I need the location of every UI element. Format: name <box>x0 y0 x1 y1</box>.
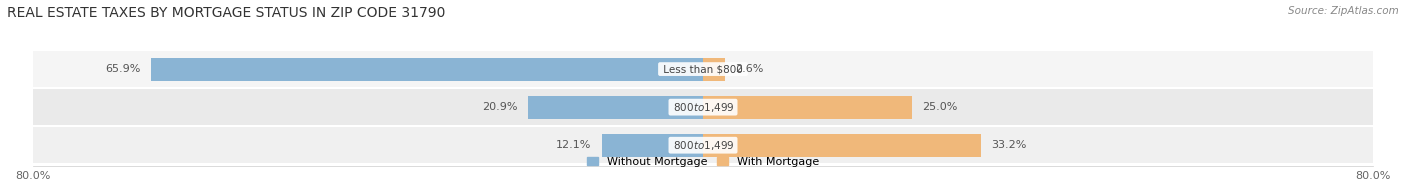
Text: REAL ESTATE TAXES BY MORTGAGE STATUS IN ZIP CODE 31790: REAL ESTATE TAXES BY MORTGAGE STATUS IN … <box>7 6 446 20</box>
Legend: Without Mortgage, With Mortgage: Without Mortgage, With Mortgage <box>588 157 818 167</box>
Text: Source: ZipAtlas.com: Source: ZipAtlas.com <box>1288 6 1399 16</box>
Text: Less than $800: Less than $800 <box>659 64 747 74</box>
Bar <box>150 58 703 81</box>
Text: 65.9%: 65.9% <box>105 64 141 74</box>
Text: 2.6%: 2.6% <box>735 64 763 74</box>
Bar <box>703 58 724 81</box>
Bar <box>703 134 981 157</box>
Text: 20.9%: 20.9% <box>482 102 517 112</box>
Text: 25.0%: 25.0% <box>922 102 957 112</box>
Bar <box>32 89 1374 125</box>
Bar <box>32 127 1374 163</box>
Text: 33.2%: 33.2% <box>991 140 1026 150</box>
Bar <box>32 51 1374 87</box>
Bar <box>602 134 703 157</box>
Text: $800 to $1,499: $800 to $1,499 <box>671 139 735 152</box>
Bar <box>703 96 912 119</box>
Bar <box>527 96 703 119</box>
Text: 12.1%: 12.1% <box>557 140 592 150</box>
Text: $800 to $1,499: $800 to $1,499 <box>671 101 735 114</box>
